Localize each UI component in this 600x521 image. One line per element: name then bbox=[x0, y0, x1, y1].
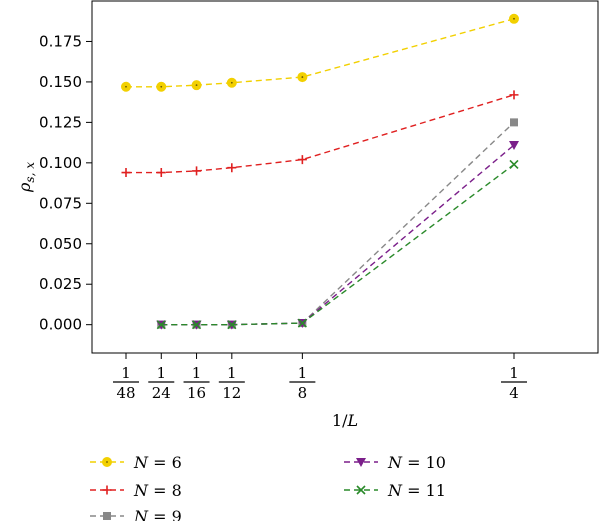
x-tick-denominator: 48 bbox=[116, 384, 135, 402]
series-layer bbox=[121, 13, 519, 330]
marker-circle-dot bbox=[125, 85, 127, 88]
marker-circle-dot bbox=[160, 85, 163, 88]
legend-label: N = 6 bbox=[133, 453, 182, 472]
series-11 bbox=[156, 159, 519, 330]
legend-item-8: N = 8 bbox=[90, 481, 182, 500]
legend-label-var: N bbox=[133, 453, 149, 472]
marker-plus bbox=[121, 168, 131, 178]
legend-label: N = 9 bbox=[133, 507, 182, 521]
marker-square bbox=[510, 118, 518, 127]
plot-frame bbox=[91, 0, 599, 354]
marker-x bbox=[356, 485, 366, 495]
y-tick-label: 0.025 bbox=[39, 275, 82, 293]
legend-item-11: N = 11 bbox=[344, 481, 446, 500]
marker-plus bbox=[192, 166, 202, 176]
marker-circle-dot bbox=[230, 81, 233, 84]
marker-x bbox=[227, 320, 237, 330]
y-tick-label: 0.050 bbox=[39, 235, 82, 253]
legend-label-value: = 10 bbox=[402, 453, 446, 472]
marker-x bbox=[156, 320, 166, 330]
marker-plus bbox=[509, 90, 519, 100]
series-line bbox=[126, 18, 515, 88]
series-line bbox=[161, 121, 515, 326]
legend-item-6: N = 6 bbox=[90, 453, 182, 472]
x-axis: 1 48 1 24 1 16 1 12 1 8 1 4 bbox=[113, 353, 527, 402]
y-axis: 0.000 0.025 0.050 0.075 0.100 0.125 0.150 0.175 bbox=[39, 32, 92, 334]
y-tick-label: 0.075 bbox=[39, 194, 82, 212]
x-axis-label-prefix: 1/ bbox=[332, 411, 348, 430]
legend-label-value: = 8 bbox=[148, 481, 182, 500]
x-tick-numerator: 1 bbox=[156, 364, 166, 382]
x-tick-denominator: 12 bbox=[222, 384, 241, 402]
legend-label-var: N bbox=[133, 507, 149, 521]
x-tick-numerator: 1 bbox=[121, 364, 131, 382]
marker-circle-dot bbox=[513, 17, 515, 20]
series-6 bbox=[121, 13, 519, 92]
legend-label-value: = 9 bbox=[148, 507, 182, 521]
legend-label: N = 10 bbox=[387, 453, 446, 472]
x-tick-denominator: 4 bbox=[509, 384, 519, 402]
y-tick-label: 0.150 bbox=[39, 73, 82, 91]
legend-label: N = 11 bbox=[387, 481, 446, 500]
marker-circle-dot bbox=[106, 461, 108, 463]
x-axis-label-var: L bbox=[346, 411, 358, 430]
legend-label-var: N bbox=[387, 453, 403, 472]
x-tick-numerator: 1 bbox=[298, 364, 308, 382]
legend: N = 6N = 8N = 9N = 10N = 11 bbox=[90, 453, 446, 521]
y-tick-label: 0.175 bbox=[39, 32, 82, 50]
series-line bbox=[161, 163, 515, 326]
series-line bbox=[126, 94, 515, 174]
marker-plus bbox=[156, 168, 166, 178]
legend-label-var: N bbox=[133, 481, 149, 500]
marker-x bbox=[191, 320, 202, 330]
y-axis-label-sub: s, x bbox=[23, 162, 37, 183]
svg-text:ρs, x: ρs, x bbox=[15, 162, 37, 193]
marker-x bbox=[509, 159, 519, 170]
legend-label-value: = 6 bbox=[148, 453, 182, 472]
marker-plus bbox=[227, 163, 237, 173]
legend-label-var: N bbox=[387, 481, 403, 500]
marker-x bbox=[297, 318, 307, 328]
x-axis-label: 1/L bbox=[332, 411, 358, 430]
x-tick-numerator: 1 bbox=[227, 364, 237, 382]
x-tick-denominator: 8 bbox=[298, 384, 308, 402]
x-tick-numerator: 1 bbox=[192, 364, 202, 382]
legend-item-9: N = 9 bbox=[90, 507, 182, 521]
x-tick-denominator: 16 bbox=[187, 384, 206, 402]
legend-item-10: N = 10 bbox=[344, 453, 446, 472]
y-axis-label: ρs, x bbox=[15, 162, 37, 193]
x-tick-numerator: 1 bbox=[509, 364, 519, 382]
legend-label: N = 8 bbox=[133, 481, 182, 500]
marker-circle-dot bbox=[301, 76, 304, 78]
y-tick-label: 0.125 bbox=[39, 113, 82, 131]
legend-label-value: = 11 bbox=[402, 481, 446, 500]
marker-circle-dot bbox=[195, 84, 198, 87]
marker-triangle-down bbox=[356, 458, 366, 467]
marker-triangle-down bbox=[509, 141, 519, 151]
marker-plus bbox=[102, 485, 112, 495]
y-tick-label: 0.000 bbox=[39, 316, 82, 334]
marker-square bbox=[103, 512, 111, 520]
series-8 bbox=[121, 90, 519, 178]
y-tick-label: 0.100 bbox=[39, 154, 82, 172]
y-axis-label-main: ρ bbox=[15, 182, 34, 193]
x-tick-denominator: 24 bbox=[152, 384, 171, 402]
marker-plus bbox=[297, 155, 307, 165]
